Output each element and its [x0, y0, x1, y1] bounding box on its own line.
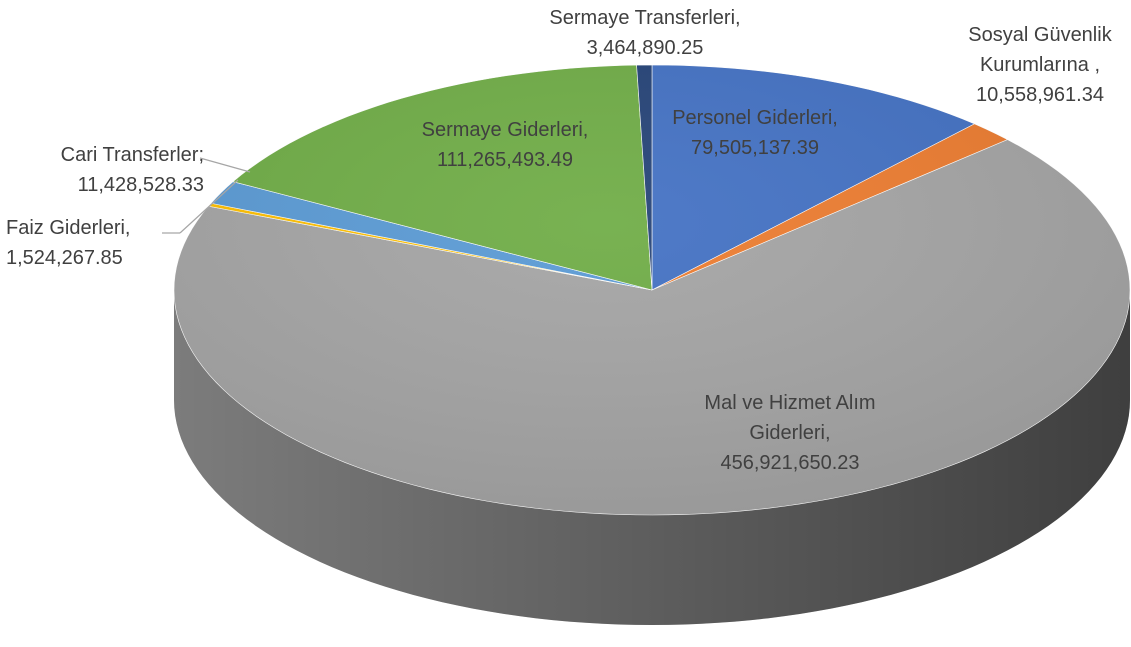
value-label: 11,428,528.33: [77, 174, 204, 196]
data-label: Cari Transferler; 11,428,528.33: [0, 140, 204, 200]
data-label: Sermaye Transferleri, 3,464,890.25: [535, 3, 755, 63]
data-label: Faiz Giderleri, 1,524,267.85: [6, 213, 206, 273]
category-name: Cari Transferler;: [60, 144, 204, 166]
value-label: 79,505,137.39: [691, 137, 819, 159]
data-label: Personel Giderleri, 79,505,137.39: [655, 103, 855, 163]
category-name: Sermaye Giderleri,: [421, 119, 589, 141]
pie-sides: [174, 290, 1130, 625]
data-label: Sosyal Güvenlik Kurumlarına , 10,558,961.…: [940, 20, 1131, 110]
category-name: Sermaye Transferleri,: [549, 7, 741, 29]
category-name: Sosyal Güvenlik Kurumlarına ,: [968, 24, 1112, 76]
category-name: Mal ve Hizmet Alım Giderleri,: [704, 392, 876, 444]
value-label: 3,464,890.25: [586, 37, 704, 59]
value-label: 111,265,493.49: [436, 149, 574, 171]
leader-line: [179, 179, 239, 234]
category-name: Faiz Giderleri,: [6, 217, 131, 239]
data-label: Mal ve Hizmet Alım Giderleri, 456,921,650…: [690, 388, 890, 478]
top-shade: [174, 65, 1130, 515]
value-label: 456,921,650.23: [720, 452, 860, 474]
slice-side-shade: [174, 290, 1130, 625]
category-name: Personel Giderleri,: [672, 107, 838, 129]
data-label: Sermaye Giderleri, 111,265,493.49: [385, 115, 625, 175]
pie-tops: [173, 64, 1131, 516]
leader-line: [199, 157, 251, 173]
value-label: 10,558,961.34: [976, 84, 1104, 106]
value-label: 1,524,267.85: [6, 247, 123, 269]
